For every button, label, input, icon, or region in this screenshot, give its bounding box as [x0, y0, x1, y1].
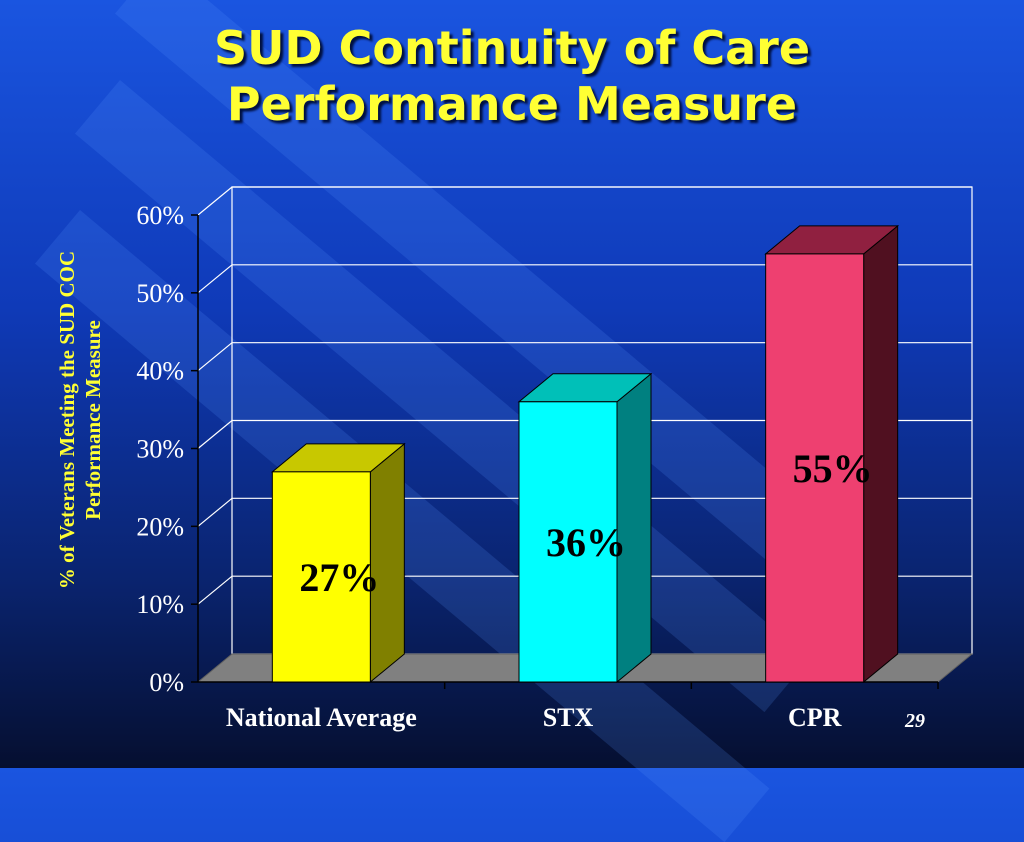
- gridline: [197, 186, 972, 216]
- y-tick-label: 60%: [136, 201, 184, 230]
- y-tick-label: 20%: [136, 512, 184, 541]
- page-number: 29: [905, 710, 925, 732]
- y-tick-label: 10%: [136, 590, 184, 619]
- y-tick-label: 40%: [136, 357, 184, 386]
- x-category-label: CPR: [788, 703, 842, 732]
- y-tick-label: 0%: [149, 668, 184, 697]
- data-label: 27%: [299, 555, 379, 600]
- gridline: [197, 497, 972, 527]
- gridline: [197, 419, 972, 449]
- gridline: [197, 342, 972, 372]
- data-label: 55%: [793, 446, 873, 491]
- y-tick-label: 50%: [136, 279, 184, 308]
- title-line-2: Performance Measure: [226, 77, 798, 131]
- bar: [271, 471, 371, 683]
- bar-chart: 0% 10% 20% 30% 40% 50% 60% National Average 27% S…: [136, 186, 974, 732]
- x-category-label: STX: [543, 703, 594, 732]
- y-tick-label: 30%: [136, 435, 184, 464]
- gridline: [197, 264, 972, 294]
- bar: [765, 253, 865, 683]
- slide-title: SUD Continuity of Care Performance Measu…: [0, 20, 1024, 132]
- data-label: 36%: [546, 520, 626, 565]
- title-line-1: SUD Continuity of Care: [213, 21, 811, 75]
- x-category-label: National Average: [226, 703, 417, 732]
- bar: [518, 401, 618, 683]
- gridline: [197, 575, 972, 605]
